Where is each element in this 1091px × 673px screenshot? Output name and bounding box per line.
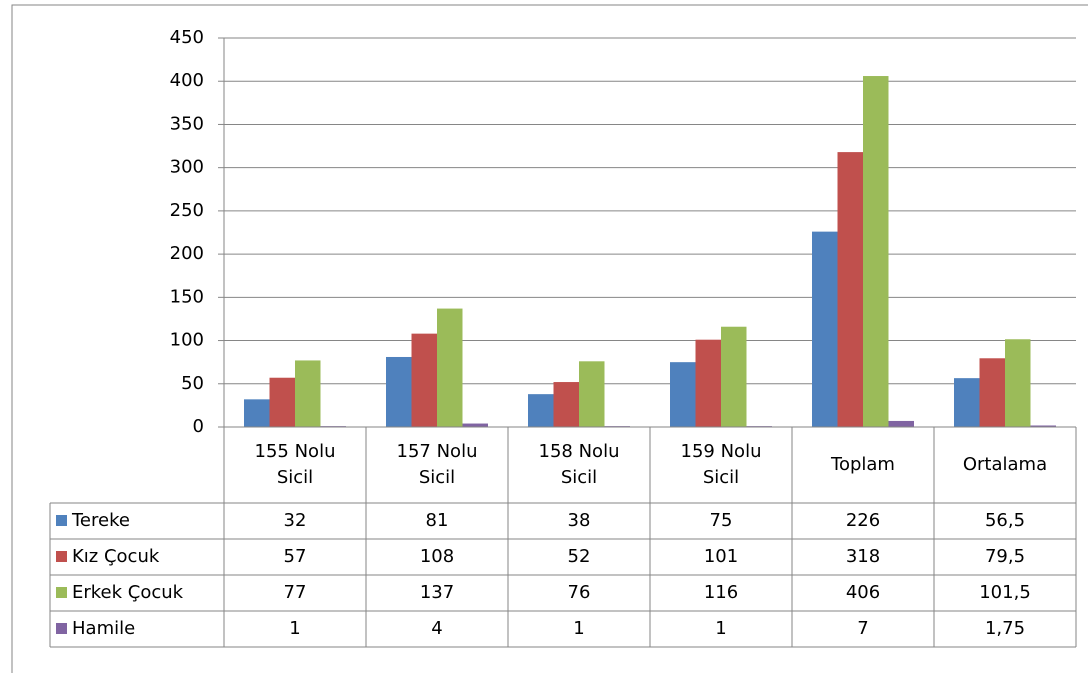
legend-key xyxy=(56,551,67,562)
y-tick-label: 100 xyxy=(170,330,204,351)
bar xyxy=(695,339,721,427)
table-value: 1 xyxy=(715,618,726,639)
table-value: 79,5 xyxy=(985,546,1025,567)
bar xyxy=(269,377,295,427)
y-tick-label: 450 xyxy=(170,27,204,48)
table-value: 116 xyxy=(704,582,738,603)
bar xyxy=(1005,339,1031,427)
bar xyxy=(863,76,889,427)
table-value: 75 xyxy=(710,510,733,531)
category-label: 159 Nolu Sicil xyxy=(680,441,762,488)
y-tick-label: 200 xyxy=(170,243,204,264)
table-value: 101,5 xyxy=(979,582,1031,603)
category-label: 155 Nolu Sicil xyxy=(254,441,336,488)
bar xyxy=(437,308,463,427)
table-value: 137 xyxy=(420,582,454,603)
table-value: 226 xyxy=(846,510,880,531)
table-value: 56,5 xyxy=(985,510,1025,531)
bar xyxy=(295,360,321,427)
category-label: Ortalama xyxy=(962,454,1048,475)
y-tick-label: 0 xyxy=(193,416,204,437)
table-value: 406 xyxy=(846,582,880,603)
table-value: 4 xyxy=(431,618,442,639)
legend-label: Tereke xyxy=(71,510,130,531)
table-value: 101 xyxy=(704,546,738,567)
table-value: 32 xyxy=(284,510,307,531)
y-tick-label: 350 xyxy=(170,113,204,134)
table-value: 81 xyxy=(426,510,449,531)
category-label: 157 Nolu Sicil xyxy=(396,441,478,488)
legend-key xyxy=(56,623,67,634)
bar xyxy=(528,394,554,427)
y-tick-label: 50 xyxy=(181,373,204,394)
bar xyxy=(411,333,437,427)
table-value: 77 xyxy=(284,582,307,603)
legend-label: Hamile xyxy=(72,618,135,639)
bar xyxy=(553,382,579,427)
table-value: 52 xyxy=(568,546,591,567)
table-value: 57 xyxy=(284,546,307,567)
y-tick-label: 250 xyxy=(170,200,204,221)
table-value: 1,75 xyxy=(985,618,1025,639)
bar xyxy=(1030,425,1056,427)
y-tick-label: 300 xyxy=(170,157,204,178)
table-value: 76 xyxy=(568,582,591,603)
category-label: Toplam xyxy=(831,454,895,475)
bar xyxy=(386,356,412,427)
chart-border xyxy=(11,4,1088,673)
y-tick-label: 150 xyxy=(170,286,204,307)
bar xyxy=(837,152,863,427)
bar xyxy=(979,358,1005,427)
bar xyxy=(670,362,696,427)
table-value: 38 xyxy=(568,510,591,531)
legend-label: Erkek Çocuk xyxy=(72,582,184,603)
table-value: 318 xyxy=(846,546,880,567)
bar xyxy=(812,231,838,427)
bar xyxy=(721,326,747,427)
bar xyxy=(462,423,488,427)
table-value: 1 xyxy=(289,618,300,639)
y-tick-label: 400 xyxy=(170,70,204,91)
category-label: 158 Nolu Sicil xyxy=(538,441,620,488)
legend-key xyxy=(56,515,67,526)
bar xyxy=(579,361,605,427)
bar xyxy=(954,378,980,427)
legend-key xyxy=(56,587,67,598)
bar xyxy=(244,399,270,427)
table-value: 108 xyxy=(420,546,454,567)
table-value: 1 xyxy=(573,618,584,639)
table-value: 7 xyxy=(857,618,868,639)
legend-label: Kız Çocuk xyxy=(72,546,160,567)
bar xyxy=(888,420,914,427)
